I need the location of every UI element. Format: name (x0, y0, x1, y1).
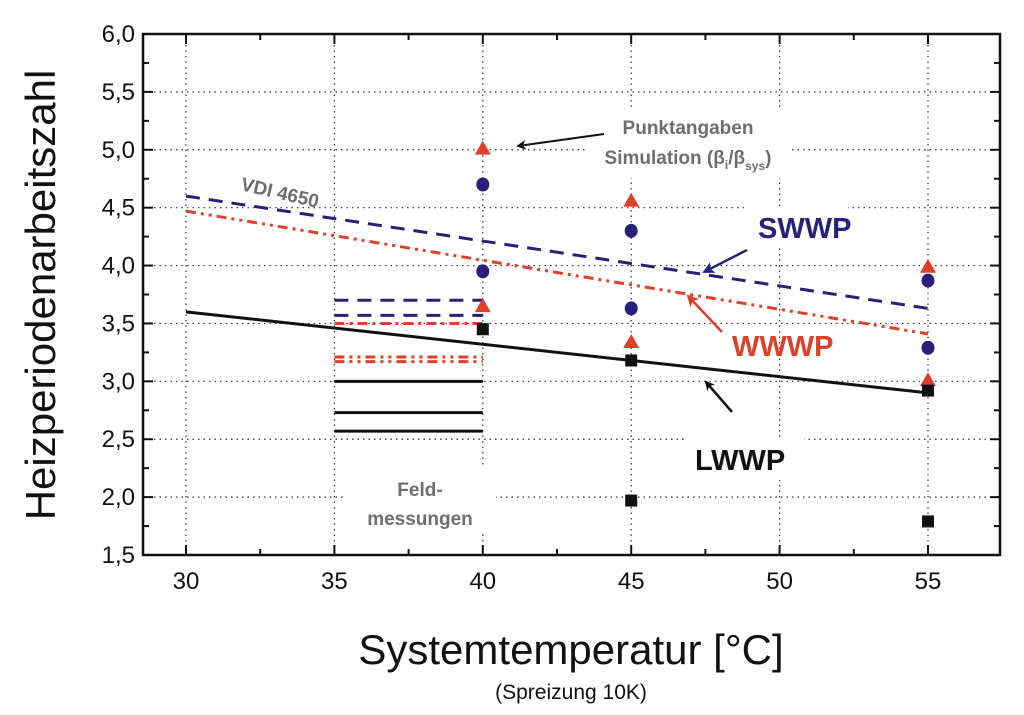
plot-frame (141, 32, 1002, 557)
field-label-line2: messungen (367, 509, 473, 530)
sim-label-bg (588, 108, 788, 178)
x-tick-label: 55 (915, 568, 942, 595)
circle-marker (476, 177, 490, 192)
y-tick-label: 6,0 (102, 21, 135, 48)
tick-labels: 30 35 40 45 50 55 1,5 2,0 2,5 3,0 3,5 4,0 4,5 5,0 5,5 6… (102, 21, 942, 595)
x-tick-label: 40 (469, 568, 496, 595)
circle-marker (624, 223, 638, 238)
square-marker (476, 323, 489, 336)
x-axis-subtitle: (Spreizung 10K) (495, 681, 647, 704)
vdi-line-lwwp (185, 310, 929, 395)
vdi-line-swwp (185, 194, 929, 310)
vdi-line-wwwp (185, 209, 929, 336)
axis-ticks (143, 34, 1000, 555)
y-tick-label: 3,0 (102, 368, 135, 395)
square-marker (625, 494, 638, 507)
sim-label-line1: Punktangaben (623, 118, 754, 139)
triangle-marker (623, 333, 640, 348)
swwp-arrow (702, 248, 748, 274)
y-tick-label: 5,0 (102, 137, 135, 164)
y-tick-label: 4,0 (102, 253, 135, 280)
y-tick-label: 5,5 (102, 79, 135, 106)
square-marker (922, 515, 934, 528)
circle-marker (921, 273, 935, 288)
lwwp-label-bg (684, 438, 804, 480)
x-tick-label: 30 (173, 568, 200, 595)
vdi-lines (185, 194, 929, 395)
wwwp-label: WWWP (732, 331, 833, 363)
sim-label-line2: Simulation (βi/βsys) (605, 148, 772, 173)
y-tick-label: 4,5 (102, 195, 135, 222)
vdi-label: VDI 4650 (239, 174, 321, 212)
x-axis-title: Systemtemperatur [°C] (358, 626, 783, 673)
y-axis-title: Heizperiodenarbeitszahl (17, 70, 64, 521)
circle-marker (921, 340, 935, 355)
square-marker (625, 354, 638, 367)
swwp-label-bg (748, 206, 848, 246)
field-label-bg (346, 468, 496, 534)
y-tick-label: 3,5 (102, 310, 135, 337)
square-marker (922, 384, 934, 397)
triangle-marker (920, 258, 936, 273)
data-markers (474, 140, 936, 528)
wwwp-arrow (686, 294, 723, 333)
x-tick-label: 45 (618, 568, 645, 595)
sim-arrow (516, 133, 605, 150)
triangle-marker (474, 298, 491, 313)
plot-border (141, 32, 1002, 557)
y-tick-label: 1,5 (102, 542, 135, 569)
circle-marker (476, 264, 490, 279)
triangle-marker (920, 372, 936, 387)
triangle-marker (623, 192, 640, 207)
field-label-line1: Feld- (397, 480, 442, 501)
x-tick-label: 50 (766, 568, 793, 595)
annotations: VDI 4650 Punktangaben Simulation (βi/βsy… (239, 108, 851, 534)
triangle-marker (474, 140, 491, 155)
y-tick-label: 2,0 (102, 484, 135, 511)
circle-marker (624, 301, 638, 316)
y-tick-label: 2,5 (102, 426, 135, 453)
swwp-label: SWWP (758, 213, 851, 245)
field-measurement-lines (334, 298, 483, 433)
x-tick-label: 35 (321, 568, 348, 595)
grid (143, 34, 1000, 555)
lwwp-arrow (704, 380, 733, 413)
lwwp-label: LWWP (695, 445, 785, 477)
